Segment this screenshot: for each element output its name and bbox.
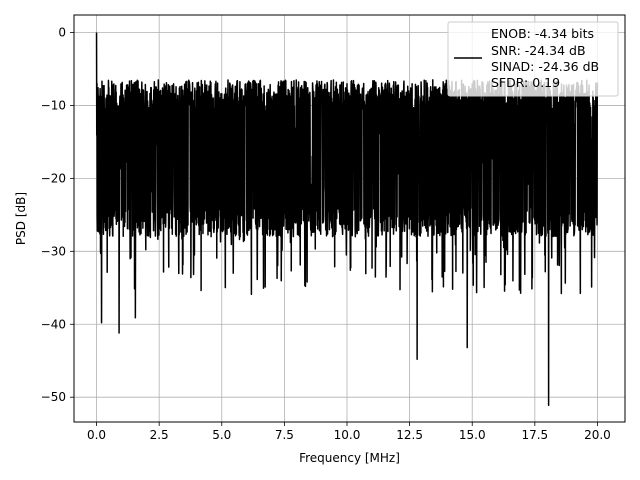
x-axis-label: Frequency [MHz] [299,451,400,465]
legend-box [447,21,619,97]
x-tick-label: 5.0 [212,428,231,442]
legend-entry-sinad: SINAD: -24.36 dB [491,59,599,74]
y-tick-label: −40 [41,317,66,331]
x-tick-label: 0.0 [87,428,106,442]
x-tick-label: 7.5 [275,428,294,442]
y-tick-label: −30 [41,244,66,258]
psd-line [95,32,599,406]
x-tick-label: 15.0 [459,428,486,442]
y-tick-label: −10 [41,98,66,112]
x-tick-label: 12.5 [396,428,423,442]
plot-frame [73,14,626,423]
x-tick-label: 20.0 [584,428,611,442]
axis-ticks: 0.0 2.5 5.0 7.5 10.0 12.5 15.0 17.5 20.0 0 −10 −20 −… [41,26,611,442]
legend: ENOB: -4.34 bits SNR: -24.34 dB SINAD: -… [447,21,619,97]
legend-entry-snr: SNR: -24.34 dB [491,43,586,58]
x-tick-label: 17.5 [521,428,548,442]
x-tick-label: 2.5 [150,428,169,442]
y-tick-label: 0 [58,26,66,40]
y-tick-label: −20 [41,171,66,185]
y-axis-label: PSD [dB] [14,192,28,245]
y-tick-label: −50 [41,390,66,404]
legend-entry-sfdr: SFDR: 0.19 [491,75,560,90]
legend-entry-enob: ENOB: -4.34 bits [491,26,594,41]
psd-series [95,32,599,406]
x-tick-label: 10.0 [334,428,361,442]
